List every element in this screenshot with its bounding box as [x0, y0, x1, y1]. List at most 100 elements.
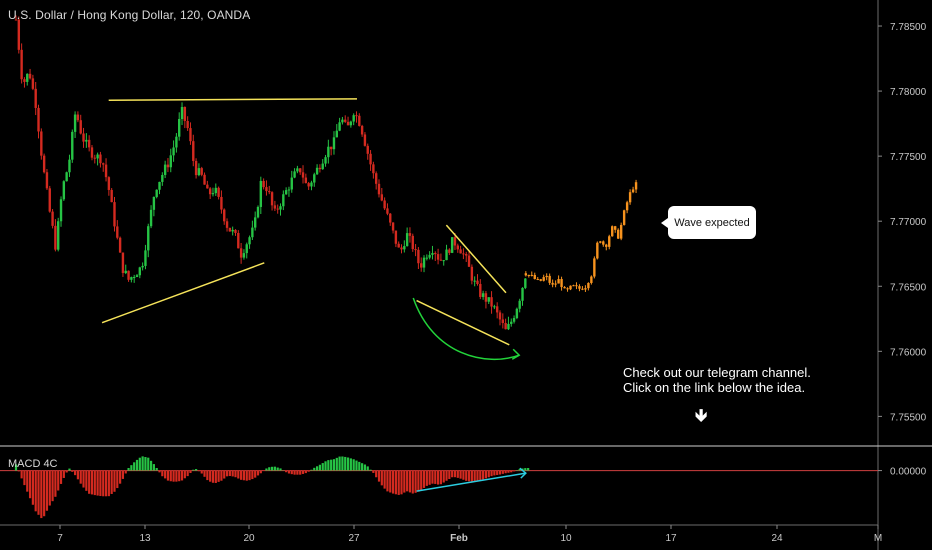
price-candle	[422, 257, 426, 268]
projection-candle	[581, 288, 584, 290]
price-candle	[403, 246, 406, 250]
price-candle	[498, 312, 502, 320]
y-tick-label: 7.75500	[890, 412, 927, 423]
price-candle	[40, 131, 43, 156]
price-candle	[329, 146, 333, 150]
price-candle	[245, 244, 248, 254]
price-candle	[251, 227, 254, 238]
price-candle	[360, 125, 364, 135]
price-candle	[417, 249, 420, 264]
price-candle	[82, 133, 85, 142]
price-candle	[462, 253, 465, 255]
price-candle	[265, 187, 268, 192]
price-candle	[501, 319, 505, 324]
price-candle	[253, 217, 257, 228]
x-tick-label: 17	[665, 533, 677, 544]
price-candle	[344, 119, 347, 122]
price-candle	[324, 157, 327, 164]
price-candle	[394, 230, 398, 244]
price-candle	[172, 147, 175, 156]
price-candle	[481, 293, 485, 297]
price-candle	[268, 191, 271, 193]
price-candle	[470, 266, 474, 281]
price-candle	[20, 49, 23, 80]
price-candle	[476, 280, 479, 284]
price-candle	[352, 115, 355, 122]
price-candle	[169, 155, 172, 168]
projection-candle	[527, 274, 531, 276]
price-candle	[524, 278, 527, 288]
projection-candle	[524, 273, 528, 276]
price-candle	[31, 78, 35, 89]
price-candle	[161, 174, 164, 182]
price-candle	[87, 139, 91, 148]
price-candle	[73, 114, 77, 132]
price-candle	[389, 213, 392, 223]
price-candle	[144, 250, 147, 266]
price-candle	[335, 130, 338, 138]
price-candle	[296, 168, 299, 172]
price-candle	[380, 194, 384, 201]
price-candle	[484, 293, 488, 302]
projection-candle	[602, 241, 605, 245]
price-candle	[315, 167, 319, 175]
price-candle	[211, 193, 215, 195]
y-tick-label: 7.76500	[890, 282, 927, 293]
price-candle	[93, 157, 96, 159]
price-candle	[135, 275, 139, 278]
macd-tick-label: 0.00000	[890, 467, 927, 478]
price-candle	[363, 134, 367, 146]
price-candle	[113, 202, 116, 227]
price-candle	[310, 182, 313, 187]
x-tick-label: 20	[243, 533, 255, 544]
price-candle	[369, 153, 372, 165]
telegram-note: Check out our telegram channel. Click on…	[623, 365, 811, 395]
price-candle	[414, 249, 417, 251]
price-candle	[293, 171, 296, 178]
price-candle	[276, 208, 279, 210]
price-candle	[68, 159, 71, 173]
price-candle	[397, 243, 400, 248]
price-candle	[473, 280, 476, 282]
price-candle	[138, 267, 142, 276]
price-candle	[327, 146, 330, 158]
projection-candle	[575, 285, 578, 287]
price-candle	[23, 79, 26, 82]
projection-candle	[560, 279, 563, 288]
x-tick-label: M	[874, 533, 882, 544]
price-candle	[186, 120, 189, 129]
price-candle	[90, 147, 94, 158]
price-candle	[436, 254, 440, 260]
price-candle	[147, 226, 150, 251]
price-candle	[102, 163, 105, 165]
price-candle	[301, 172, 305, 178]
price-candle	[149, 209, 153, 227]
price-candle	[26, 73, 29, 82]
price-candle	[130, 277, 133, 280]
price-candle	[141, 265, 144, 268]
price-candle	[183, 106, 187, 121]
projection-candle	[569, 285, 572, 290]
price-candle	[450, 237, 454, 253]
price-candle	[411, 235, 414, 250]
price-candle	[284, 190, 288, 195]
note-line-1: Check out our telegram channel.	[623, 365, 811, 380]
price-candle	[431, 253, 434, 255]
chart-title: U.S. Dollar / Hong Kong Dollar, 120, OAN…	[8, 8, 251, 22]
trendline	[416, 299, 510, 346]
price-candle	[510, 321, 513, 324]
projection-candle	[545, 275, 548, 278]
price-candle	[194, 160, 198, 176]
price-candle	[386, 208, 389, 214]
down-arrow-icon: 🡻	[695, 406, 708, 425]
price-candle	[57, 221, 60, 250]
price-candle	[197, 168, 201, 176]
price-candle	[118, 237, 122, 253]
y-tick-label: 7.77000	[890, 217, 927, 228]
price-candle	[490, 297, 493, 307]
price-candle	[515, 308, 519, 319]
projection-candle	[551, 282, 554, 285]
projection-candle	[539, 279, 542, 281]
